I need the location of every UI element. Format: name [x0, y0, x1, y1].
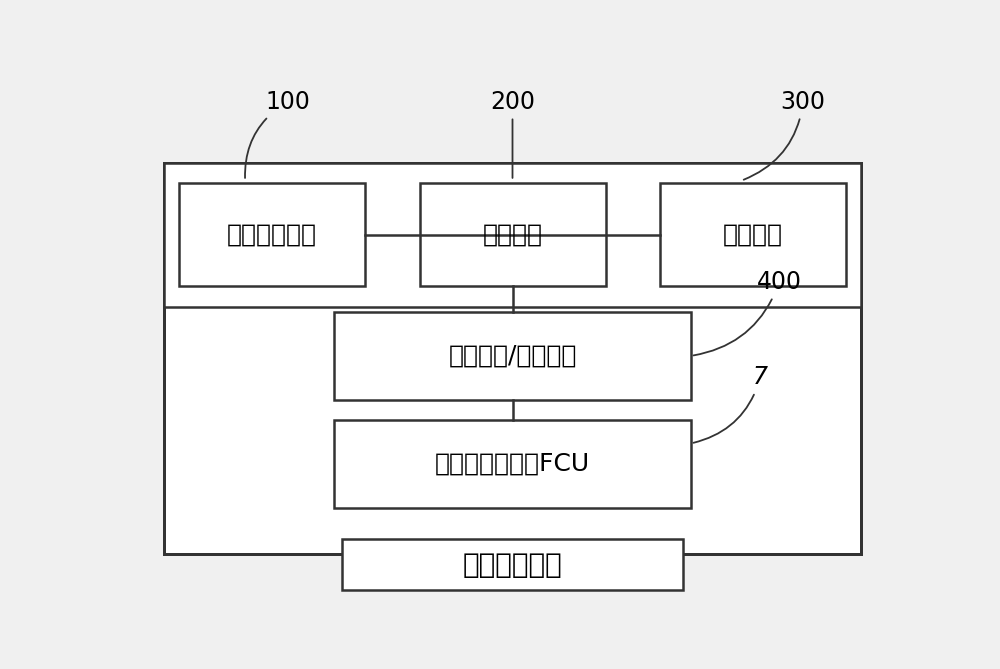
Text: 信号采集模块: 信号采集模块	[227, 223, 317, 247]
Bar	[334, 420, 691, 508]
Text: 100: 100	[245, 90, 310, 178]
Text: 控制模块: 控制模块	[723, 223, 783, 247]
Text: 燃料电池控制器FCU: 燃料电池控制器FCU	[435, 452, 590, 476]
Text: 400: 400	[693, 270, 802, 355]
Text: 7: 7	[693, 365, 768, 443]
Text: 200: 200	[490, 90, 535, 178]
Bar	[179, 183, 365, 286]
Bar	[164, 163, 861, 307]
Text: 信号接收/发射模块: 信号接收/发射模块	[448, 344, 577, 368]
Text: 供氢控制装置: 供氢控制装置	[463, 551, 562, 579]
Bar	[420, 183, 606, 286]
Bar	[164, 163, 861, 554]
Text: 300: 300	[744, 90, 826, 180]
Bar	[334, 312, 691, 399]
Bar	[342, 539, 683, 590]
Text: 微处理器: 微处理器	[482, 223, 542, 247]
Bar	[660, 183, 846, 286]
